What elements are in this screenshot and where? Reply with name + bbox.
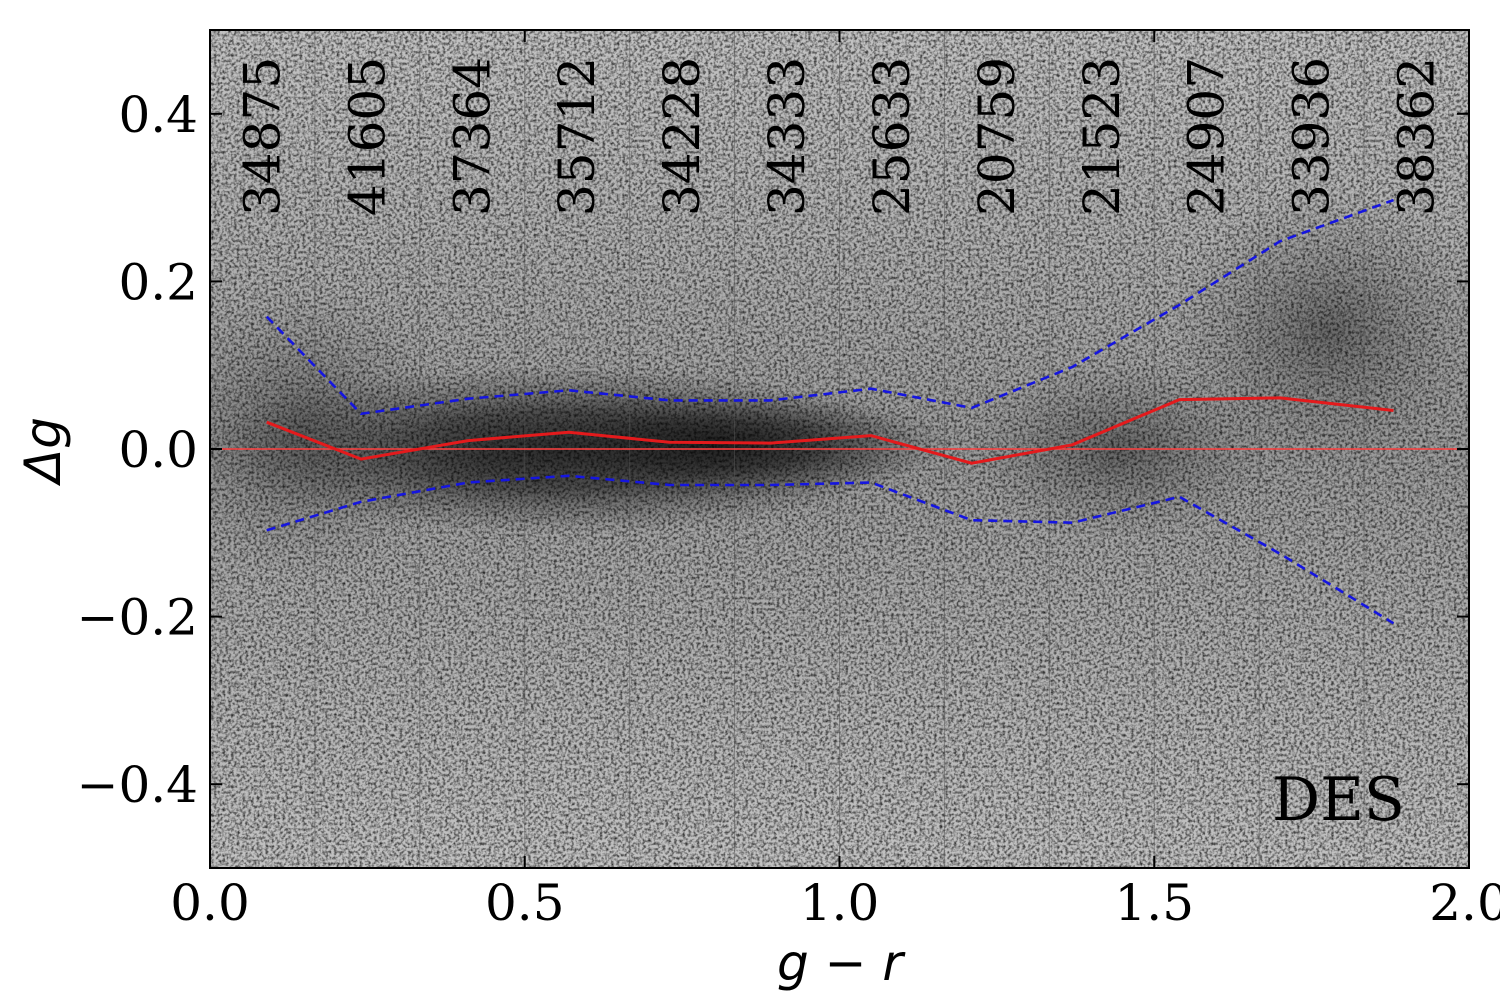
x-tick-label-4: 2.0 — [1429, 874, 1500, 932]
lower-line — [266, 474, 1395, 625]
bin-count-label-10: 33936 — [1283, 57, 1341, 216]
bin-count-label-0: 34875 — [234, 57, 292, 216]
bin-count-label-7: 20759 — [968, 57, 1026, 216]
x-axis-ticks: 0.0 0.5 1.0 1.5 2.0 — [170, 30, 1500, 932]
x-tick-label-2: 1.0 — [800, 874, 880, 932]
bin-count-label-3: 35712 — [548, 57, 606, 216]
bin-count-label-6: 25633 — [863, 57, 921, 216]
series-group — [265, 198, 1395, 625]
y-tick-label-2: 0.0 — [118, 421, 198, 479]
y-axis-ticks: −0.4 −0.2 0.0 0.2 0.4 — [77, 86, 1469, 814]
bin-count-label-9: 24907 — [1178, 57, 1236, 216]
bin-count-label-2: 37364 — [443, 57, 501, 216]
bin-count-label-8: 21523 — [1073, 57, 1131, 216]
bin-count-label-5: 34333 — [758, 57, 816, 216]
bin-count-labels: 34875 41605 37364 35712 34228 34333 25633 20759… — [234, 57, 1446, 216]
x-axis-title: g − r — [777, 934, 906, 992]
y-tick-label-4: 0.4 — [118, 86, 198, 144]
upper-line — [265, 198, 1394, 416]
median-line — [266, 396, 1394, 465]
survey-annotation: DES — [1272, 765, 1405, 835]
bin-count-label-4: 34228 — [653, 57, 711, 216]
bin-count-label-1: 41605 — [338, 57, 396, 216]
bin-count-label-11: 38362 — [1388, 57, 1446, 216]
y-tick-label-0: −0.4 — [77, 756, 198, 814]
x-tick-label-0: 0.0 — [170, 874, 250, 932]
y-tick-label-3: 0.2 — [118, 253, 198, 311]
y-tick-label-1: −0.2 — [77, 589, 198, 647]
y-axis-title: Δg — [14, 417, 72, 487]
x-tick-label-1: 0.5 — [485, 874, 565, 932]
x-tick-label-3: 1.5 — [1114, 874, 1194, 932]
